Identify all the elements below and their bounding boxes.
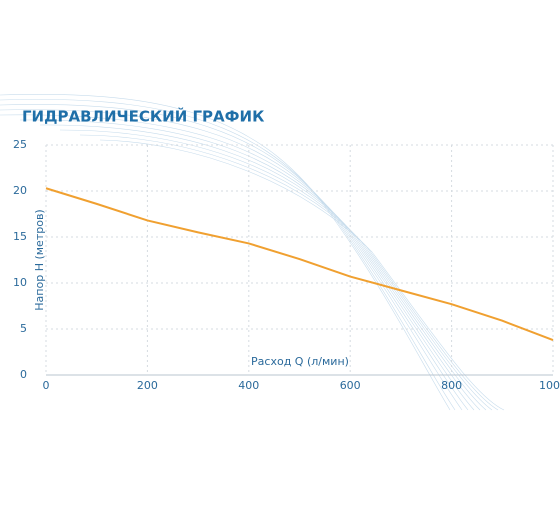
x-tick-label: 0: [43, 379, 50, 392]
decoration: [0, 93, 505, 411]
data-line: [45, 187, 554, 341]
y-tick-label: 0: [20, 368, 27, 381]
x-tick-label: 400: [238, 379, 259, 392]
y-tick-label: 25: [13, 138, 27, 151]
y-tick-label: 10: [13, 276, 27, 289]
y-tick-label: 15: [13, 230, 27, 243]
x-axis-label: Расход Q (л/мин): [251, 355, 349, 368]
y-tick-label: 5: [20, 322, 27, 335]
x-tick-label: 200: [137, 379, 158, 392]
y-tick-label: 20: [13, 184, 27, 197]
x-tick-label: 1000: [539, 379, 560, 392]
x-tick-label: 600: [340, 379, 361, 392]
chart-title: ГИДРАВЛИЧЕСКИЙ ГРАФИК: [22, 107, 265, 126]
y-axis-label: Напор Н (метров): [33, 209, 46, 310]
x-tick-label: 800: [441, 379, 462, 392]
